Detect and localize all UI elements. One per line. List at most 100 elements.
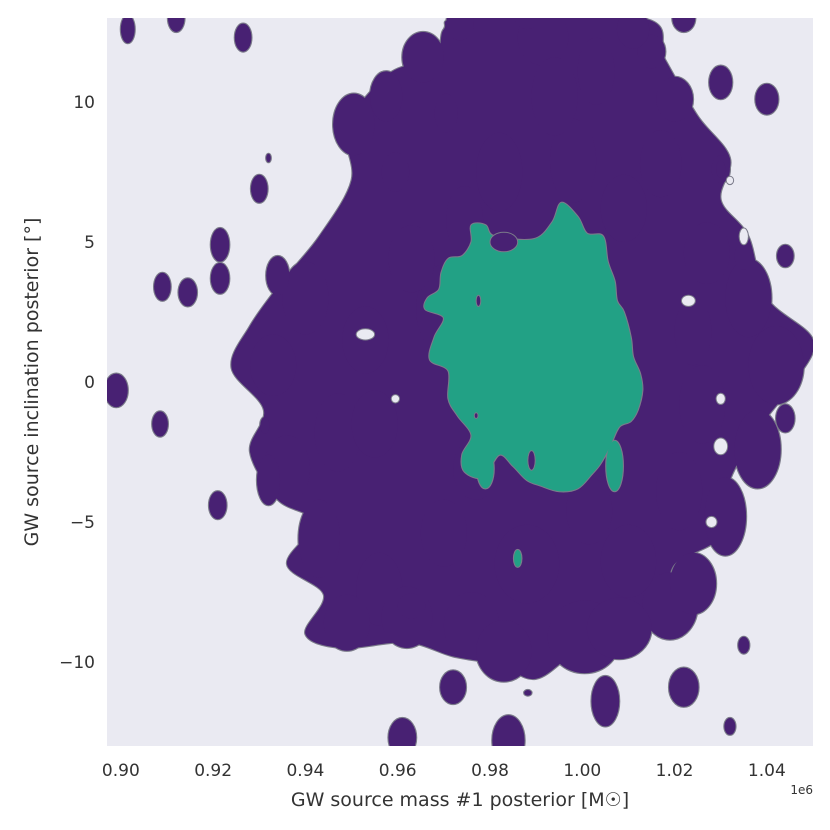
contour-blob-outer bbox=[639, 130, 682, 198]
contour-blob-outer bbox=[683, 222, 730, 284]
contour-blob-outer bbox=[524, 690, 532, 696]
contour-blob-outer bbox=[600, 174, 647, 242]
x-tick-label: 1.02 bbox=[656, 761, 694, 781]
contour-blob-outer bbox=[531, 57, 578, 136]
contour-blob-outer bbox=[566, 477, 613, 545]
contour-blob-outer bbox=[494, 524, 560, 604]
contour-blob-outer bbox=[476, 620, 532, 682]
contour-blob-outer bbox=[738, 636, 750, 654]
contour-hole-inner bbox=[475, 294, 482, 307]
contour-blob-outer bbox=[679, 365, 726, 444]
y-tick-label: −10 bbox=[59, 653, 95, 673]
contour-blob-outer bbox=[577, 37, 615, 105]
y-axis-title: GW source inclination posterior [°] bbox=[21, 218, 43, 547]
contour-hole-inner bbox=[527, 450, 536, 471]
contour-blob-outer bbox=[250, 174, 268, 203]
x-axis-title: GW source mass #1 posterior [M☉] bbox=[291, 789, 629, 811]
y-tick-label: −5 bbox=[70, 513, 95, 533]
contour-blob-outer bbox=[672, 18, 696, 32]
contour-blob-outer bbox=[734, 242, 754, 270]
contour-blob-outer bbox=[154, 272, 171, 301]
contour-blob-inner bbox=[513, 550, 522, 567]
contour-blob-outer bbox=[748, 326, 804, 405]
contour-layers bbox=[107, 18, 813, 746]
y-tick-label: 5 bbox=[84, 233, 95, 253]
y-axis: 10 5 0 −5 −10 bbox=[59, 93, 95, 673]
contour-blob-outer bbox=[616, 18, 650, 49]
contour-blob-outer bbox=[600, 524, 657, 598]
x-tick-label: 0.98 bbox=[471, 761, 509, 781]
contour-blob-outer bbox=[777, 244, 794, 268]
x-tick-label: 0.96 bbox=[379, 761, 417, 781]
contour-region-inner bbox=[424, 202, 643, 492]
contour-hole-outer bbox=[738, 227, 749, 246]
x-tick-label: 1.04 bbox=[748, 761, 786, 781]
contour-blob-outer bbox=[351, 390, 398, 458]
contour-blob-outer bbox=[107, 373, 128, 408]
contour-blob-outer bbox=[381, 152, 410, 192]
contour-blob-outer bbox=[256, 454, 281, 506]
contour-blob-outer bbox=[333, 93, 375, 156]
contour-blob-outer bbox=[298, 499, 341, 578]
contour-blob-outer bbox=[517, 18, 569, 66]
contour-blob-outer bbox=[314, 393, 361, 472]
contour-blob-outer bbox=[323, 594, 371, 651]
contour-blob-outer bbox=[776, 404, 795, 433]
contour-blob-outer bbox=[388, 225, 435, 293]
contour-blob-outer bbox=[152, 411, 168, 437]
contour-blob-outer bbox=[656, 76, 694, 122]
x-axis: 0.90 0.92 0.94 0.96 0.98 1.00 1.02 1.04 bbox=[102, 761, 786, 781]
contour-blob-outer bbox=[637, 34, 666, 69]
contour-blob-outer bbox=[724, 718, 736, 735]
contour-blob-outer bbox=[656, 452, 703, 531]
contour-blob-outer bbox=[210, 228, 230, 262]
contour-blob-outer bbox=[120, 18, 135, 44]
contour-blob-inner bbox=[606, 440, 623, 492]
contour-blob-outer bbox=[755, 83, 779, 115]
contour-blob-outer bbox=[234, 23, 252, 52]
contour-blob-outer bbox=[734, 410, 781, 489]
contour-blob-outer bbox=[492, 715, 525, 746]
x-tick-label: 0.92 bbox=[194, 761, 232, 781]
contour-blob-outer bbox=[420, 499, 467, 567]
contour-hole-outer bbox=[705, 515, 718, 529]
x-tick-label: 0.90 bbox=[102, 761, 140, 781]
contour-blob-outer bbox=[210, 263, 230, 294]
contour-blob-outer bbox=[669, 552, 717, 615]
contour-blob-outer bbox=[178, 278, 197, 307]
contour-blob-outer bbox=[167, 18, 185, 32]
contour-blob-outer bbox=[446, 18, 474, 41]
x-axis-offset-label: 1e6 bbox=[790, 783, 813, 797]
contour-blob-outer bbox=[709, 65, 733, 100]
contour-blob-outer bbox=[513, 18, 540, 30]
contour-hole-inner bbox=[473, 412, 479, 419]
contour-blob-outer bbox=[402, 32, 444, 83]
contour-blob-outer bbox=[586, 597, 652, 660]
contour-blob-outer bbox=[397, 593, 426, 619]
x-tick-label: 0.94 bbox=[286, 761, 324, 781]
contour-hole-outer bbox=[725, 175, 735, 186]
contour-hole-outer bbox=[680, 294, 696, 307]
contour-blob-outer bbox=[434, 93, 458, 133]
contour-hole-inner bbox=[489, 231, 519, 253]
y-tick-label: 10 bbox=[73, 93, 95, 113]
contour-hole-outer bbox=[390, 394, 401, 404]
contour-hole-outer bbox=[715, 392, 726, 405]
contour-blob-outer bbox=[260, 417, 270, 434]
contour-fill-inner bbox=[424, 202, 643, 567]
contour-blob-outer bbox=[250, 334, 297, 397]
contour-level-inner bbox=[423, 201, 644, 568]
contour-blob-outer bbox=[669, 667, 699, 707]
contour-blob-inner bbox=[477, 449, 494, 489]
contour-blob-outer bbox=[716, 160, 726, 178]
contour-blob-outer bbox=[440, 670, 466, 704]
contour-blob-outer-edge bbox=[209, 226, 231, 263]
x-tick-label: 1.00 bbox=[563, 761, 601, 781]
contour-blob-outer bbox=[704, 477, 747, 556]
contour-blob-outer bbox=[725, 258, 772, 338]
contour-hole-outer bbox=[713, 437, 729, 456]
contour-blob-outer bbox=[549, 118, 597, 203]
y-tick-label: 0 bbox=[84, 373, 95, 393]
contour-blob-outer bbox=[591, 676, 620, 727]
